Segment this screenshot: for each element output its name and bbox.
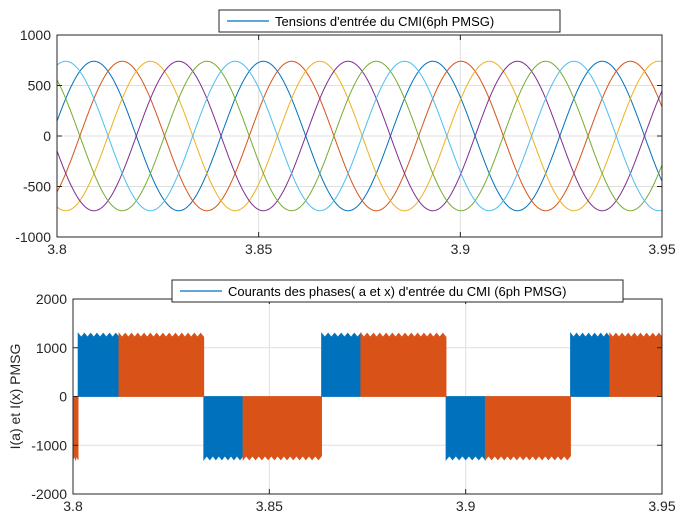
voltage-x-tick-label: 3.9: [451, 241, 471, 257]
current-y-tick-label: 1000: [36, 340, 67, 356]
voltage-x-tick-label: 3.8: [47, 241, 67, 257]
current-series-x: [72, 332, 663, 462]
current-segment: [570, 332, 611, 397]
current-legend-box: [171, 279, 624, 303]
voltage-legend-box: [218, 9, 561, 33]
current-segment: [445, 396, 486, 461]
voltage-series-3: [57, 60, 662, 212]
current-legend: Courants des phases( a et x) d'entrée du…: [171, 279, 624, 303]
current-segment: [321, 332, 362, 397]
voltage-chart: 3.8 3.85 3.9 3.95 -1000 -500 0 500 1000 Tensions …: [15, 9, 676, 257]
current-segment: [118, 332, 205, 397]
voltage-legend: Tensions d'entrée du CMI(6ph PMSG): [218, 9, 561, 33]
current-y-tick-label: -2000: [31, 486, 67, 502]
current-series-a: [77, 332, 611, 461]
current-segment: [484, 396, 571, 461]
current-segment: [242, 396, 322, 461]
current-chart: 3.8 3.85 3.9 3.95 -2000 -1000 0 1000 2000 I(a) et…: [7, 279, 676, 514]
current-y-tick-label: 0: [59, 389, 67, 405]
current-y-tick-label: 2000: [36, 291, 67, 307]
voltage-series-2: [57, 60, 662, 212]
current-segment: [203, 396, 244, 461]
voltage-series-1: [57, 60, 662, 212]
voltage-series-6: [57, 60, 662, 212]
voltage-x-tick-label: 3.95: [648, 241, 675, 257]
voltage-y-tick-label: -500: [23, 179, 51, 195]
current-legend-label: Courants des phases( a et x) d'entrée du…: [228, 284, 566, 299]
voltage-series-5: [57, 60, 662, 212]
current-x-tick-label: 3.8: [63, 498, 83, 514]
current-segment: [77, 332, 120, 397]
current-segment: [609, 332, 663, 397]
voltage-y-tick-label: 1000: [20, 27, 51, 43]
voltage-series-4: [57, 60, 662, 212]
current-y-tick-label: -1000: [31, 437, 67, 453]
current-x-tick-label: 3.9: [456, 498, 476, 514]
current-segment: [360, 332, 447, 397]
voltage-y-tick-label: 0: [43, 128, 51, 144]
voltage-y-tick-label: 500: [28, 78, 52, 94]
voltage-y-tick-label: -1000: [15, 229, 51, 245]
current-x-tick-label: 3.95: [648, 498, 675, 514]
current-x-tick-label: 3.85: [256, 498, 283, 514]
voltage-legend-label: Tensions d'entrée du CMI(6ph PMSG): [275, 14, 494, 29]
current-segment: [72, 396, 79, 462]
voltage-x-tick-label: 3.85: [245, 241, 272, 257]
current-y-axis-label: I(a) et I(x) PMSG: [7, 344, 23, 450]
